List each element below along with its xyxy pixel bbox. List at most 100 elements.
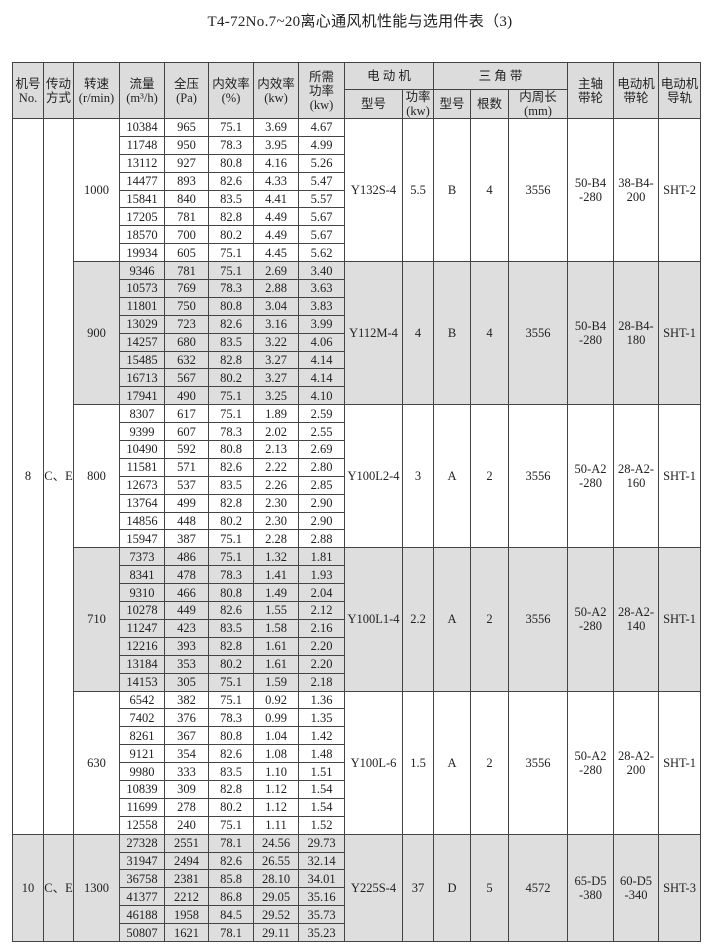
eff-pct-cell: 78.3 — [208, 279, 254, 298]
eff-pct-cell: 75.1 — [208, 529, 254, 549]
flow-cell: 13029 — [119, 314, 165, 334]
flow-cell: 9399 — [119, 422, 165, 442]
belt-type-cell: A — [433, 690, 472, 835]
belt-count-cell: 5 — [470, 833, 510, 942]
table-row: 8 C、E 1000 10384 965 75.1 3.69 4.67 Y132S-4 5.5 B 4… — [12, 117, 702, 835]
motor-model-cell: Y100L2-4 — [344, 404, 403, 549]
eff-pct-cell: 80.8 — [208, 296, 254, 316]
flow-cell: 9121 — [119, 744, 165, 764]
pressure-cell: 305 — [164, 672, 209, 692]
header-speed: 转速 (r/min) — [73, 62, 120, 119]
flow-cell: 17941 — [119, 386, 165, 406]
header-motor: 电 动 机 — [343, 62, 435, 90]
belt-count-cell: 2 — [470, 404, 510, 549]
eff-kw-cell: 2.30 — [253, 511, 299, 531]
motor-power-cell: 5.5 — [401, 117, 435, 263]
flow-cell: 14477 — [119, 171, 165, 191]
header-belt-count: 根数 — [470, 89, 510, 119]
req-power-cell: 3.40 — [298, 261, 345, 281]
req-power-cell: 2.20 — [298, 636, 345, 656]
req-power-cell: 1.51 — [298, 762, 345, 781]
req-power-cell: 1.36 — [298, 690, 345, 710]
req-power-cell: 35.23 — [298, 923, 345, 942]
header-belt: 三 角 带 — [433, 62, 569, 90]
motor-power-cell: 2.2 — [401, 547, 435, 692]
table-row: 8261 367 80.8 1.04 1.42 — [13, 726, 701, 746]
eff-pct-cell: 80.2 — [208, 797, 254, 817]
req-power-cell: 2.88 — [298, 529, 345, 549]
req-power-cell: 2.69 — [298, 440, 345, 459]
pressure-cell: 490 — [164, 386, 209, 406]
table-row: 7402 376 78.3 0.99 1.35 — [13, 708, 701, 728]
flow-cell: 14153 — [119, 672, 165, 692]
flow-cell: 11801 — [119, 296, 165, 316]
eff-kw-cell: 3.95 — [253, 135, 299, 155]
req-power-cell: 1.42 — [298, 726, 345, 746]
rail-cell: SHT-1 — [658, 547, 702, 692]
motor-model-cell: Y100L-6 — [344, 690, 403, 835]
table-row: 710 7373 486 75.1 1.32 1.81 Y100L1-4 2.2 A 2 3556 5… — [13, 547, 702, 692]
eff-pct-cell: 75.1 — [208, 386, 254, 406]
eff-pct-cell: 82.6 — [208, 744, 254, 764]
eff-kw-cell: 0.99 — [253, 708, 299, 728]
header-rail: 电动机 导轨 — [658, 62, 702, 119]
belt-length-cell: 3556 — [508, 117, 569, 263]
pressure-cell: 387 — [164, 529, 209, 549]
table-row: 13184 353 80.2 1.61 2.20 — [13, 654, 701, 674]
table-row: 11699 278 80.2 1.12 1.54 — [13, 797, 701, 817]
eff-pct-cell: 75.1 — [208, 672, 254, 692]
req-power-cell: 5.57 — [298, 189, 345, 209]
req-power-cell: 32.14 — [298, 851, 345, 871]
flow-cell: 15485 — [119, 350, 165, 370]
eff-pct-cell: 75.1 — [208, 404, 254, 424]
pressure-cell: 466 — [164, 583, 209, 603]
table-row: 14477 893 82.6 4.33 5.47 — [13, 171, 701, 191]
req-power-cell: 3.63 — [298, 279, 345, 298]
eff-kw-cell: 24.56 — [253, 833, 299, 853]
belt-type-cell: D — [433, 833, 472, 942]
pressure-cell: 1621 — [164, 923, 209, 942]
belt-type-cell: A — [433, 547, 472, 692]
table-row: 12216 393 82.8 1.61 2.20 — [13, 636, 701, 656]
eff-pct-cell: 82.8 — [208, 779, 254, 799]
pressure-cell: 607 — [164, 422, 209, 442]
req-power-cell: 1.93 — [298, 565, 345, 585]
flow-cell: 31947 — [119, 851, 165, 871]
pressure-cell: 486 — [164, 547, 209, 567]
pressure-cell: 353 — [164, 654, 209, 674]
req-power-cell: 3.99 — [298, 314, 345, 334]
flow-cell: 46188 — [119, 905, 165, 925]
eff-kw-cell: 3.27 — [253, 368, 299, 388]
req-power-cell: 4.67 — [298, 118, 345, 137]
belt-length-cell: 3556 — [508, 690, 569, 835]
header-flow: 流量 (m³/h) — [119, 62, 165, 119]
eff-pct-cell: 78.1 — [208, 923, 254, 942]
pressure-cell: 333 — [164, 762, 209, 781]
page-title: T4-72No.7~20离心通风机性能与选用件表（3) — [207, 14, 513, 30]
motor-power-cell: 3 — [401, 404, 435, 549]
flow-cell: 10278 — [119, 601, 165, 620]
req-power-cell: 2.04 — [298, 583, 345, 603]
eff-pct-cell: 80.2 — [208, 511, 254, 531]
eff-pct-cell: 80.8 — [208, 583, 254, 603]
table-body: 8 C、E 1000 10384 965 75.1 3.69 4.67 Y132S-4 5.5 B 4… — [12, 117, 702, 942]
table-row: 800 8307 617 75.1 1.89 2.59 Y100L2-4 3 A 2 3556 50-… — [13, 404, 702, 549]
pressure-cell: 571 — [164, 457, 209, 477]
table-row: 10573 769 78.3 2.88 3.63 — [13, 279, 701, 298]
eff-pct-cell: 82.8 — [208, 636, 254, 656]
eff-pct-cell: 82.8 — [208, 350, 254, 370]
rail-cell: SHT-2 — [658, 117, 702, 263]
belt-count-cell: 4 — [470, 261, 510, 406]
flow-cell: 15841 — [119, 189, 165, 209]
table-row: 12673 537 83.5 2.26 2.85 — [13, 475, 701, 495]
table-row: 13029 723 82.6 3.16 3.99 — [13, 314, 701, 334]
req-power-cell: 2.90 — [298, 511, 345, 531]
header-eff-kw: 内效率 (kw) — [253, 62, 299, 119]
eff-pct-cell: 85.8 — [208, 869, 254, 889]
speed-cell: 710 — [73, 547, 120, 692]
eff-pct-cell: 78.3 — [208, 565, 254, 585]
table-row: 15947 387 75.1 2.28 2.88 — [13, 529, 701, 549]
eff-pct-cell: 80.2 — [208, 654, 254, 674]
pressure-cell: 478 — [164, 565, 209, 585]
eff-pct-cell: 80.8 — [208, 153, 254, 173]
